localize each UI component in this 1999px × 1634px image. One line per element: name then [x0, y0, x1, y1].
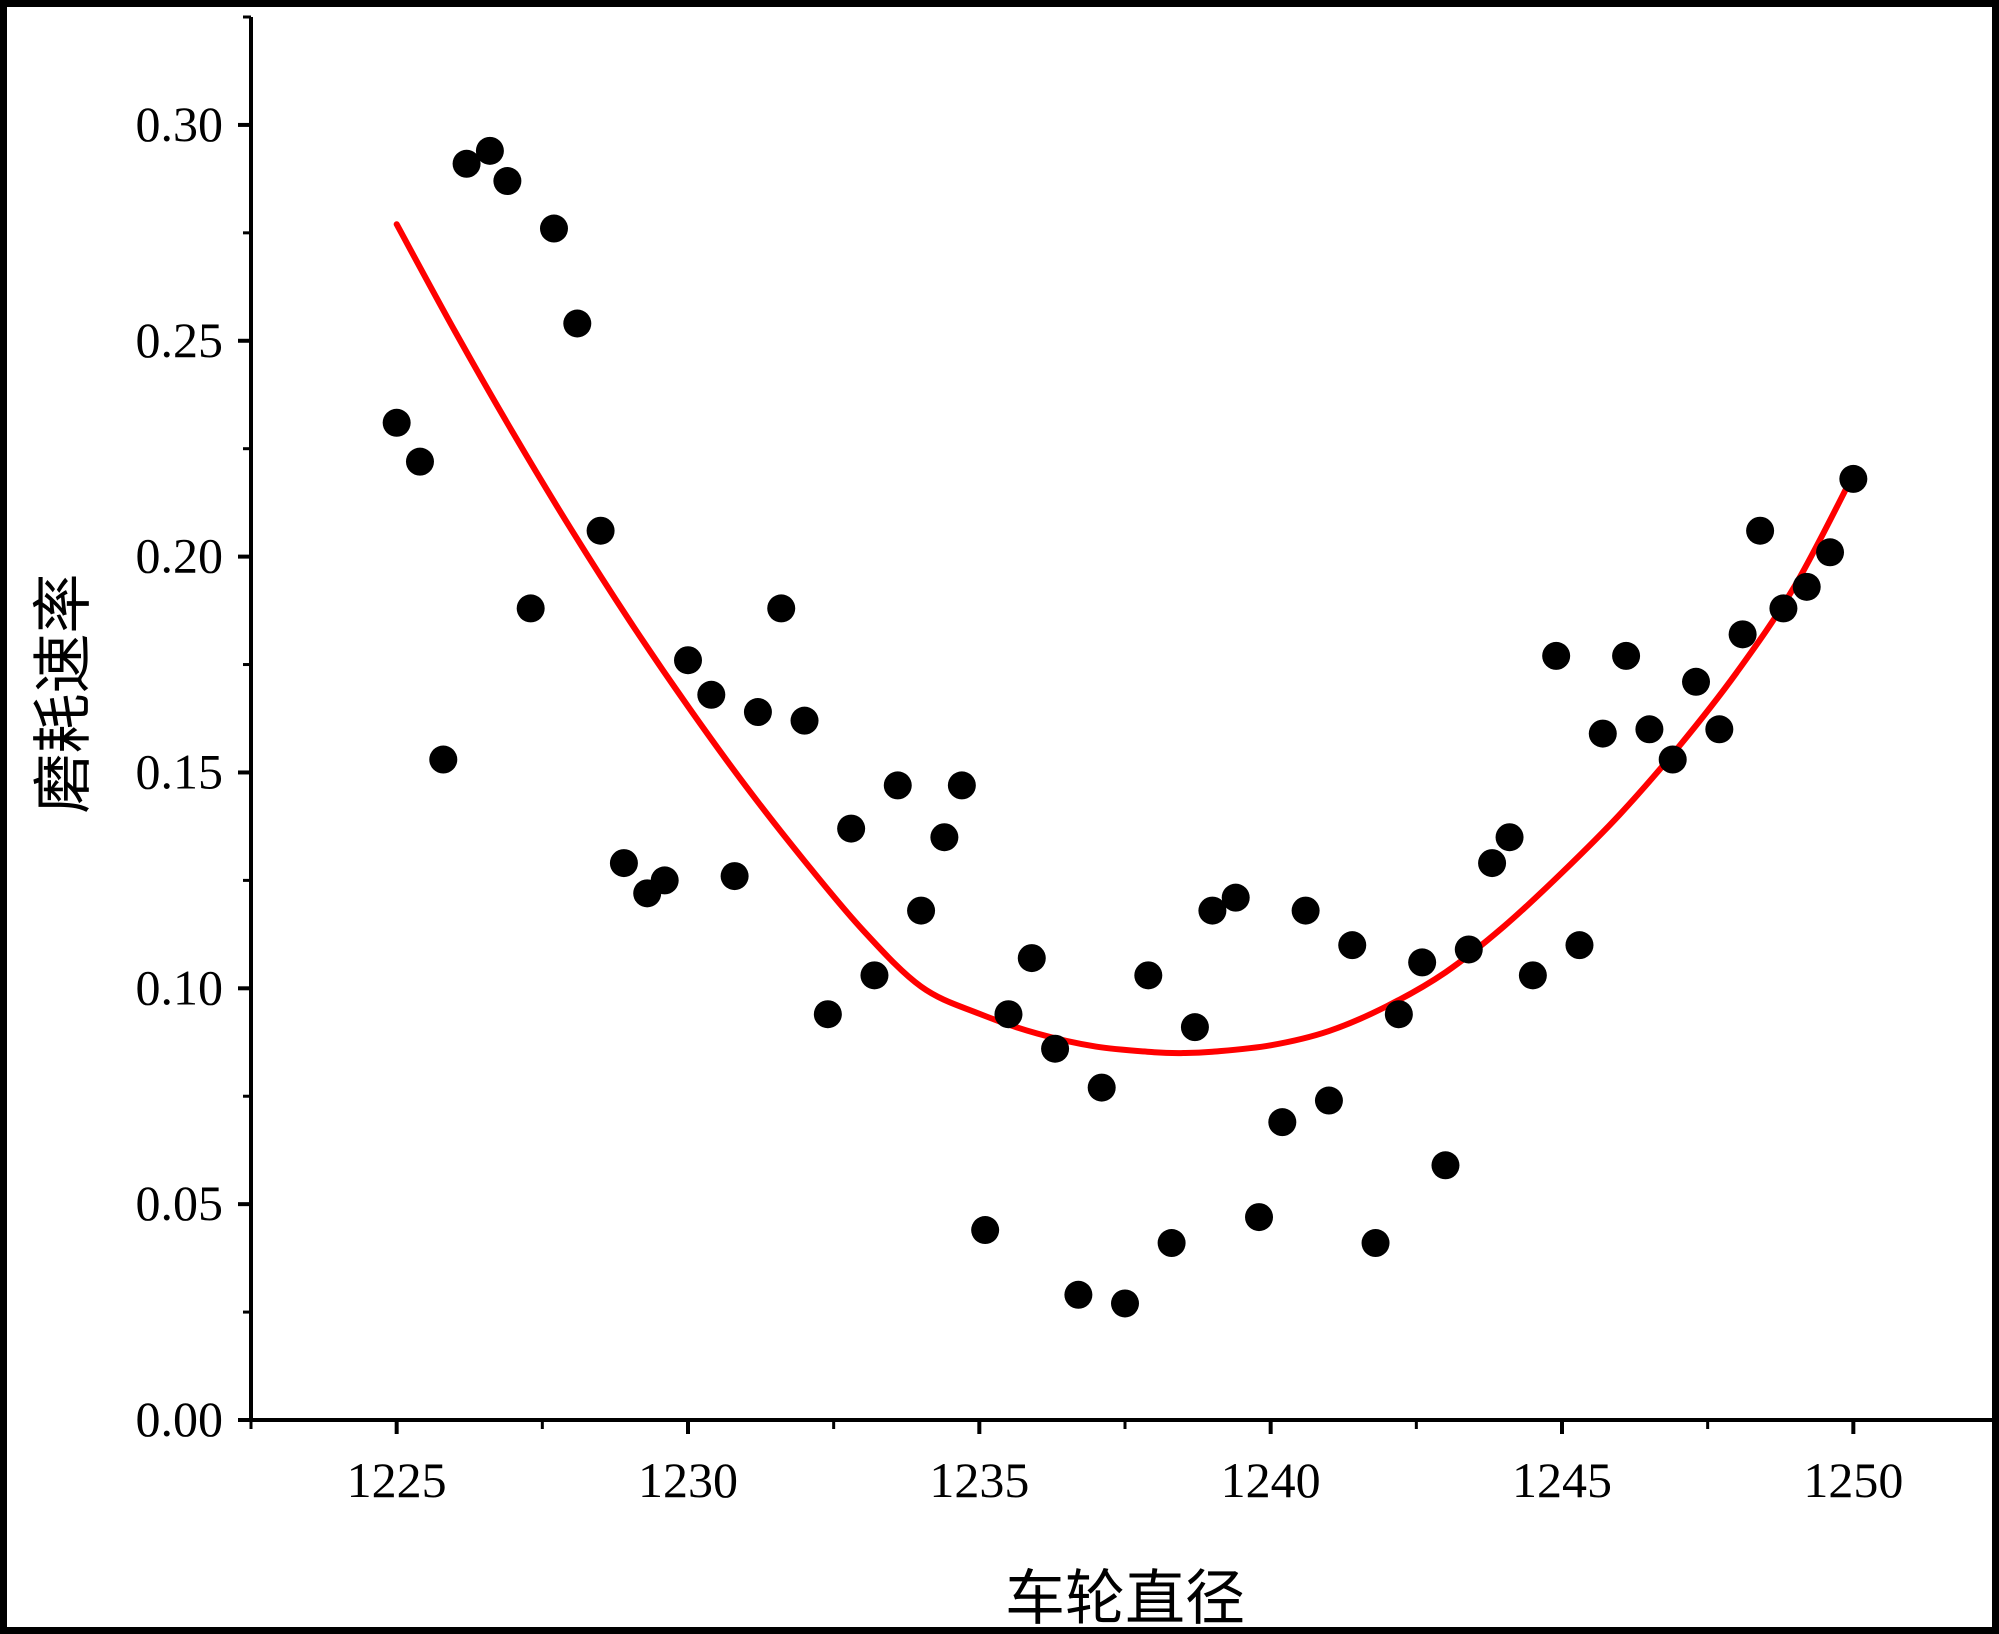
- y-tick-label: 0.20: [136, 528, 224, 584]
- data-point: [907, 896, 936, 925]
- data-point: [813, 1000, 842, 1029]
- x-tick-label: 1250: [1803, 1452, 1903, 1508]
- data-point: [1338, 931, 1367, 960]
- data-point: [790, 706, 819, 735]
- data-point: [883, 771, 912, 800]
- data-point: [493, 167, 522, 196]
- data-point: [837, 814, 866, 843]
- data-point: [1408, 948, 1437, 977]
- data-point: [1658, 745, 1687, 774]
- x-tick-label: 1240: [1221, 1452, 1321, 1508]
- data-point: [539, 214, 568, 243]
- y-tick-label: 0.30: [136, 96, 224, 152]
- data-point: [586, 516, 615, 545]
- data-point: [1221, 883, 1250, 912]
- data-point: [1361, 1229, 1390, 1258]
- data-point: [1017, 944, 1046, 973]
- y-tick-label: 0.05: [136, 1175, 224, 1231]
- y-tick-label: 0.15: [136, 743, 224, 799]
- x-tick-label: 1225: [347, 1452, 447, 1508]
- y-tick-label: 0.10: [136, 959, 224, 1015]
- data-point: [697, 680, 726, 709]
- fit-curve-layer: [393, 221, 1857, 1057]
- data-point: [1816, 538, 1845, 567]
- data-point: [1384, 1000, 1413, 1029]
- data-point: [1588, 719, 1617, 748]
- data-point: [1454, 935, 1483, 964]
- x-axis-title: 车轮直径: [1005, 1564, 1245, 1634]
- data-points: [382, 136, 1868, 1318]
- data-point: [563, 309, 592, 338]
- data-point: [516, 594, 545, 623]
- data-point: [1245, 1203, 1274, 1232]
- data-point: [1180, 1013, 1209, 1042]
- data-point: [971, 1216, 1000, 1245]
- data-point: [1635, 715, 1664, 744]
- data-point: [1518, 961, 1547, 990]
- x-tick-label: 1235: [929, 1452, 1029, 1508]
- data-point: [767, 594, 796, 623]
- data-point: [650, 866, 679, 895]
- fit-curve-line: [393, 221, 1857, 1057]
- data-point: [609, 849, 638, 878]
- data-point: [1792, 572, 1821, 601]
- axes: [249, 17, 1999, 1422]
- data-point: [1478, 849, 1507, 878]
- data-point: [1705, 715, 1734, 744]
- data-point: [930, 823, 959, 852]
- data-point: [1314, 1086, 1343, 1115]
- data-point: [1769, 594, 1798, 623]
- x-tick-label: 1245: [1512, 1452, 1612, 1508]
- data-point: [860, 961, 889, 990]
- data-point: [1157, 1229, 1186, 1258]
- x-tick-label: 1230: [638, 1452, 738, 1508]
- data-point: [475, 136, 504, 165]
- data-point: [674, 646, 702, 675]
- y-axis-title: 磨耗速率: [29, 574, 99, 814]
- data-point: [994, 1000, 1023, 1029]
- data-point: [1612, 641, 1641, 670]
- data-point: [1087, 1073, 1116, 1102]
- data-point: [1041, 1034, 1070, 1063]
- data-point: [1431, 1151, 1460, 1180]
- data-point: [1839, 464, 1868, 493]
- data-point: [452, 149, 481, 178]
- data-point: [1198, 896, 1227, 925]
- data-point: [1728, 620, 1757, 649]
- data-point: [429, 745, 458, 774]
- data-point: [1542, 641, 1571, 670]
- data-point: [405, 447, 434, 476]
- scatter-chart: 0.00 0.05 0.10 0.15 0.20 0.25 0.30 1225 1230 1235…: [29, 15, 1999, 1634]
- data-point: [1682, 667, 1711, 696]
- data-point: [1495, 823, 1524, 852]
- data-point: [1064, 1280, 1093, 1309]
- data-point: [1746, 516, 1775, 545]
- axis-ticks: 0.00 0.05 0.10 0.15 0.20 0.25 0.30 1225 1230 1235…: [136, 15, 1999, 1508]
- data-point: [743, 698, 772, 727]
- y-tick-label: 0.25: [136, 312, 224, 368]
- data-point: [1134, 961, 1163, 990]
- data-point: [1268, 1108, 1297, 1137]
- data-point: [947, 771, 976, 800]
- data-point: [1111, 1289, 1139, 1318]
- data-point: [382, 408, 411, 437]
- data-point: [720, 862, 749, 891]
- y-tick-label: 0.00: [136, 1391, 224, 1447]
- data-point: [1565, 931, 1594, 960]
- data-point: [1291, 896, 1320, 925]
